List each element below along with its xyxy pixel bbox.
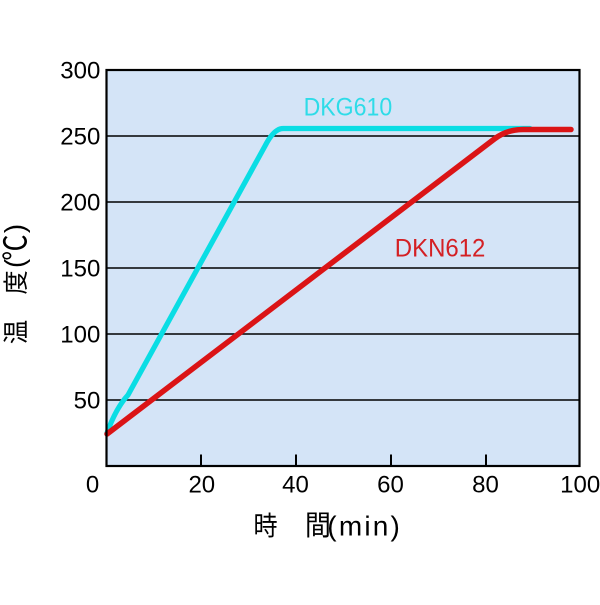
svg-text:100: 100 (560, 472, 600, 499)
svg-text:100: 100 (60, 322, 100, 349)
svg-text:50: 50 (74, 388, 101, 415)
svg-text:0: 0 (86, 472, 99, 499)
svg-text:DKN612: DKN612 (395, 235, 486, 263)
svg-text:(min): (min) (327, 510, 402, 541)
svg-text:): ) (0, 224, 30, 233)
svg-text:250: 250 (60, 124, 100, 151)
svg-text:300: 300 (60, 58, 100, 85)
svg-text:150: 150 (60, 256, 100, 283)
svg-text:DKG610: DKG610 (304, 93, 393, 121)
svg-text:60: 60 (377, 472, 404, 499)
svg-text:40: 40 (282, 472, 309, 499)
svg-text:20: 20 (188, 472, 215, 499)
svg-text:(: ( (0, 259, 30, 268)
svg-text:80: 80 (472, 472, 499, 499)
svg-text:200: 200 (60, 190, 100, 217)
